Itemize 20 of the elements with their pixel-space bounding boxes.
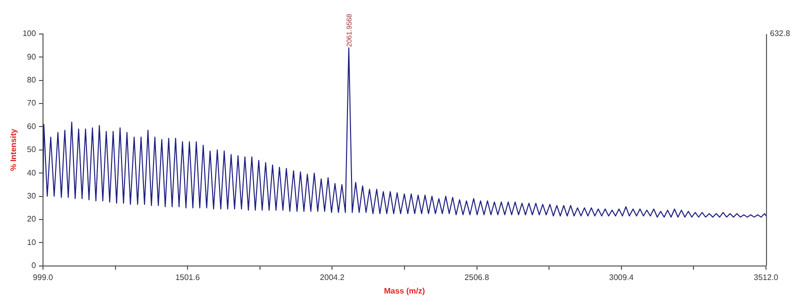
x-tick-label: 3512.0 bbox=[754, 272, 779, 282]
y-tick-label: 60 bbox=[27, 122, 36, 131]
y-tick-label: 40 bbox=[27, 168, 36, 178]
x-axis-title: Mass (m/z) bbox=[384, 286, 426, 296]
y-tick-label: 50 bbox=[27, 145, 36, 154]
x-tick-label: 999.0 bbox=[32, 272, 54, 282]
y-axis-title: % Intensity bbox=[9, 128, 18, 172]
y-tick-label: 20 bbox=[27, 214, 36, 224]
text: 632.8 bbox=[770, 29, 791, 38]
y-tick-label: 10 bbox=[27, 238, 36, 247]
y-tick-label: 0 bbox=[31, 261, 36, 270]
x-tick-label: 1501.6 bbox=[175, 272, 200, 282]
x-tick-label: 2004.2 bbox=[320, 272, 345, 282]
x-tick-label: 3009.4 bbox=[609, 272, 634, 282]
y-tick-label: 80 bbox=[27, 76, 36, 85]
y-tick-label: 70 bbox=[27, 98, 36, 108]
x-tick-label: 2506.8 bbox=[464, 272, 490, 282]
y-tick-label: 90 bbox=[27, 52, 36, 62]
y-tick-label: 100 bbox=[22, 29, 36, 38]
y-tick-label: 30 bbox=[27, 191, 36, 200]
